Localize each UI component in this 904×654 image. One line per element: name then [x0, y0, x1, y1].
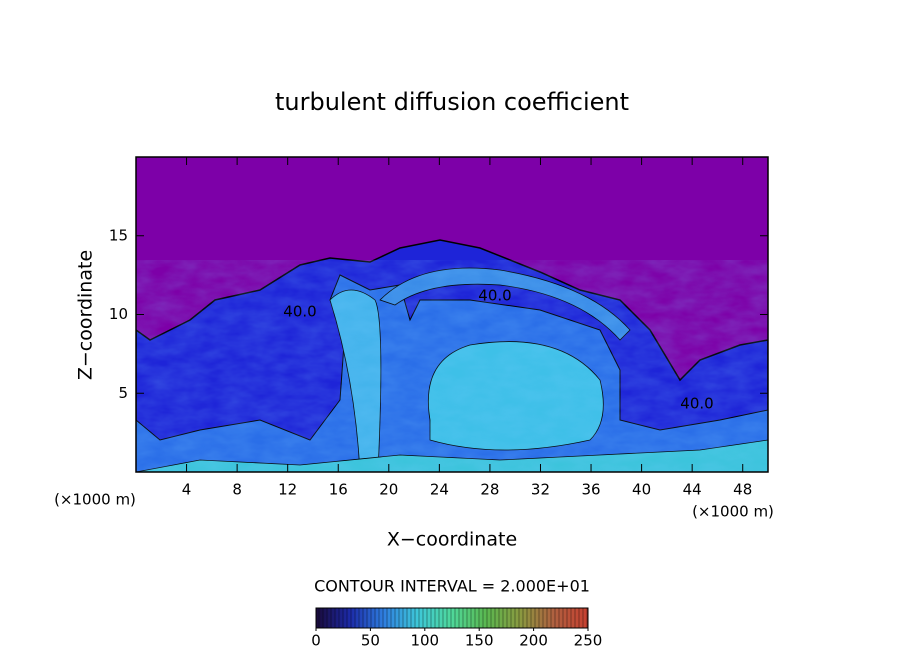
- colorbar-tick-label: 250: [574, 632, 603, 650]
- x-tick-label: 4: [182, 481, 192, 499]
- colorbar-tick-label: 150: [465, 632, 494, 650]
- x-tick-label: 40: [632, 481, 651, 499]
- contour-label: 40.0: [478, 287, 511, 305]
- x-axis-label: X−coordinate: [387, 529, 517, 551]
- colorbar-tick-label: 50: [361, 632, 380, 650]
- x-unit: (×1000 m): [54, 491, 136, 509]
- x-unit: (×1000 m): [692, 503, 774, 521]
- contour-interval: CONTOUR INTERVAL = 2.000E+01: [314, 577, 590, 596]
- colorbar: [315, 607, 589, 629]
- contour-field: [136, 157, 768, 472]
- colorbar-tick-label: 100: [410, 632, 439, 650]
- y-tick-label: 10: [109, 305, 128, 323]
- colorbar-tick-label: 200: [519, 632, 548, 650]
- x-tick-label: 28: [480, 481, 499, 499]
- x-tick-label: 16: [329, 481, 348, 499]
- y-axis-label: Z−coordinate: [75, 250, 97, 380]
- x-tick-label: 48: [733, 481, 752, 499]
- x-tick-label: 36: [581, 481, 600, 499]
- x-tick-label: 44: [683, 481, 702, 499]
- chart-title: turbulent diffusion coefficient: [275, 88, 629, 116]
- colorbar-tick-label: 0: [311, 632, 321, 650]
- x-tick-label: 24: [430, 481, 449, 499]
- contour-label: 40.0: [283, 303, 316, 321]
- x-tick-label: 8: [232, 481, 242, 499]
- x-tick-label: 20: [379, 481, 398, 499]
- y-tick-label: 5: [118, 384, 128, 402]
- x-tick-label: 12: [278, 481, 297, 499]
- contour-label: 40.0: [680, 395, 713, 413]
- y-tick-label: 15: [109, 226, 128, 244]
- x-tick-label: 32: [531, 481, 550, 499]
